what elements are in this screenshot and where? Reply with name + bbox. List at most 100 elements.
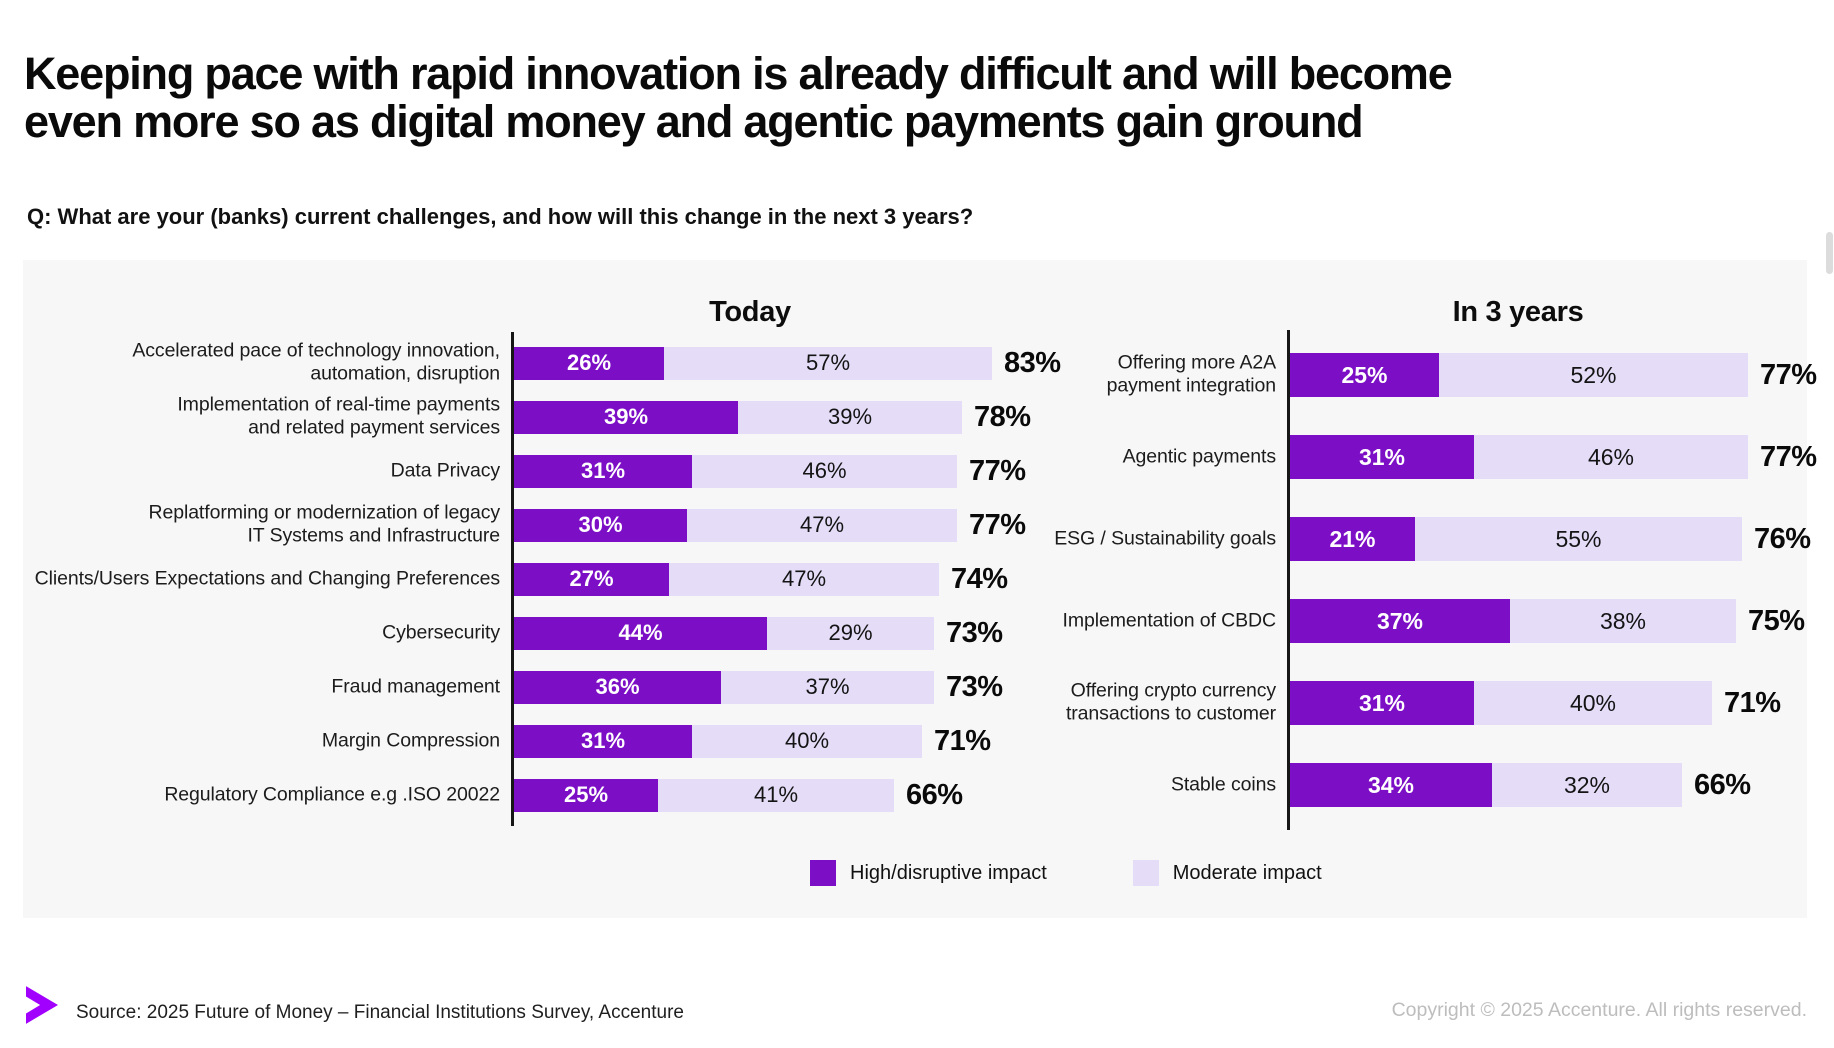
bar-track: 39% 39% 78% [514, 400, 1031, 434]
bar-segment-high-impact: 31% [514, 454, 692, 488]
bar-segment-moderate-impact: 57% [664, 346, 992, 380]
bar-track: 25% 41% 66% [514, 778, 963, 812]
category-label: ESG / Sustainability goals [1054, 527, 1276, 550]
category-label: Margin Compression [321, 729, 500, 752]
total-label: 71% [934, 724, 991, 757]
legend: High/disruptive impact Moderate impact [810, 860, 1322, 886]
total-label: 78% [974, 400, 1031, 433]
category-label: Offering more A2A payment integration [1106, 351, 1276, 397]
chart-today: Today Accelerated pace of technology inn… [23, 260, 1063, 918]
total-label: 77% [1760, 358, 1817, 391]
bar-segment-moderate-impact: 40% [692, 724, 922, 758]
total-label: 75% [1748, 604, 1805, 637]
bar-segment-moderate-impact: 47% [669, 562, 939, 596]
category-label: Agentic payments [1122, 445, 1277, 468]
category-label: Accelerated pace of technology innovatio… [132, 339, 500, 385]
total-label: 77% [1760, 440, 1817, 473]
bar-segment-moderate-impact: 32% [1492, 763, 1682, 807]
bar-segment-moderate-impact: 38% [1510, 599, 1736, 643]
bar-track: 37% 38% 75% [1290, 599, 1805, 643]
chart-row: Implementation of CBDC 37% 38% 75% [1063, 580, 1807, 662]
bar-track: 36% 37% 73% [514, 670, 1003, 704]
category-label: Replatforming or modernization of legacy… [148, 501, 500, 547]
accenture-logo-icon [26, 986, 58, 1024]
category-label: Clients/Users Expectations and Changing … [34, 567, 500, 590]
bar-segment-high-impact: 30% [514, 508, 687, 542]
scrollbar-thumb[interactable] [1826, 232, 1833, 274]
chart-row: Margin Compression 31% 40% 71% [322, 714, 1063, 768]
chart-row: Fraud management 36% 37% 73% [331, 660, 1063, 714]
source-note: Source: 2025 Future of Money – Financial… [76, 1002, 684, 1023]
page-title-line2: even more so as digital money and agenti… [24, 95, 1364, 147]
bar-segment-high-impact: 26% [514, 346, 664, 380]
chart-row: ESG / Sustainability goals 21% 55% 76% [1054, 498, 1811, 580]
total-label: 73% [946, 616, 1003, 649]
bar-segment-high-impact: 21% [1290, 517, 1415, 561]
page-title-line1: Keeping pace with rapid innovation is al… [24, 48, 1453, 100]
bar-segment-moderate-impact: 46% [1474, 435, 1748, 479]
total-label: 77% [969, 454, 1026, 487]
legend-label-high-impact: High/disruptive impact [850, 861, 1047, 884]
total-label: 66% [906, 778, 963, 811]
chart-row: Offering more A2A payment integration 25%… [1107, 334, 1817, 416]
bar-segment-moderate-impact: 55% [1415, 517, 1742, 561]
category-label: Stable coins [1170, 773, 1276, 796]
total-label: 73% [946, 670, 1003, 703]
category-label: Implementation of real-time payments and… [177, 393, 500, 439]
legend-item-high: High/disruptive impact [810, 860, 1047, 886]
bar-track: 31% 40% 71% [514, 724, 991, 758]
bar-track: 31% 40% 71% [1290, 681, 1781, 725]
total-label: 71% [1724, 686, 1781, 719]
bar-segment-moderate-impact: 41% [658, 778, 894, 812]
category-label: Regulatory Compliance e.g .ISO 20022 [164, 783, 500, 806]
chart-in-3-years-title: In 3 years [1452, 296, 1584, 328]
chart-today-axis: Accelerated pace of technology innovatio… [35, 332, 1063, 826]
bar-track: 31% 46% 77% [514, 454, 1026, 488]
bar-segment-moderate-impact: 47% [687, 508, 957, 542]
category-label: Data Privacy [390, 459, 500, 482]
bar-track: 21% 55% 76% [1290, 517, 1811, 561]
bar-segment-high-impact: 25% [1290, 353, 1439, 397]
legend-item-moderate: Moderate impact [1132, 860, 1322, 886]
bar-track: 34% 32% 66% [1290, 763, 1751, 807]
chart-row: Replatforming or modernization of legacy… [148, 498, 1063, 552]
bar-segment-high-impact: 37% [1290, 599, 1510, 643]
bar-segment-high-impact: 44% [514, 616, 767, 650]
chart-row: Data Privacy 31% 46% 77% [391, 444, 1063, 498]
bar-segment-moderate-impact: 46% [692, 454, 957, 488]
total-label: 77% [969, 508, 1026, 541]
bar-segment-moderate-impact: 52% [1439, 353, 1748, 397]
chart-row: Implementation of real-time payments and… [177, 390, 1063, 444]
bar-track: 26% 57% 83% [514, 346, 1061, 380]
chart-row: Offering crypto currency transactions to… [1066, 662, 1807, 744]
total-label: 74% [951, 562, 1008, 595]
chart-row: Accelerated pace of technology innovatio… [132, 336, 1063, 390]
category-label: Offering crypto currency transactions to… [1065, 679, 1276, 725]
total-label: 66% [1694, 768, 1751, 801]
chart-row: Regulatory Compliance e.g .ISO 20022 25% 4… [164, 768, 1063, 822]
chart-row: Clients/Users Expectations and Changing … [35, 552, 1063, 606]
bar-segment-high-impact: 31% [1290, 681, 1474, 725]
legend-label-moderate-impact: Moderate impact [1172, 861, 1322, 884]
legend-swatch-moderate-impact [1132, 860, 1159, 886]
chart-row: Agentic payments 31% 46% 77% [1123, 416, 1817, 498]
bar-track: 27% 47% 74% [514, 562, 1008, 596]
chart-row: Cybersecurity 44% 29% 73% [382, 606, 1063, 660]
bar-segment-moderate-impact: 29% [767, 616, 934, 650]
bar-track: 30% 47% 77% [514, 508, 1026, 542]
chart-today-title: Today [709, 296, 791, 328]
legend-swatch-high-impact [810, 860, 836, 886]
bar-track: 25% 52% 77% [1290, 353, 1817, 397]
bar-segment-moderate-impact: 37% [721, 670, 934, 704]
total-label: 76% [1754, 522, 1811, 555]
bar-track: 44% 29% 73% [514, 616, 1003, 650]
bar-segment-high-impact: 31% [1290, 435, 1474, 479]
bar-segment-high-impact: 31% [514, 724, 692, 758]
chart-in-3-years: In 3 years Offering more A2A payment int… [1054, 260, 1817, 918]
chart-panel: Today Accelerated pace of technology inn… [23, 260, 1817, 918]
total-label: 83% [1004, 346, 1061, 379]
bar-track: 31% 46% 77% [1290, 435, 1817, 479]
bar-segment-high-impact: 36% [514, 670, 721, 704]
bar-segment-high-impact: 34% [1290, 763, 1492, 807]
category-label: Cybersecurity [382, 621, 500, 644]
